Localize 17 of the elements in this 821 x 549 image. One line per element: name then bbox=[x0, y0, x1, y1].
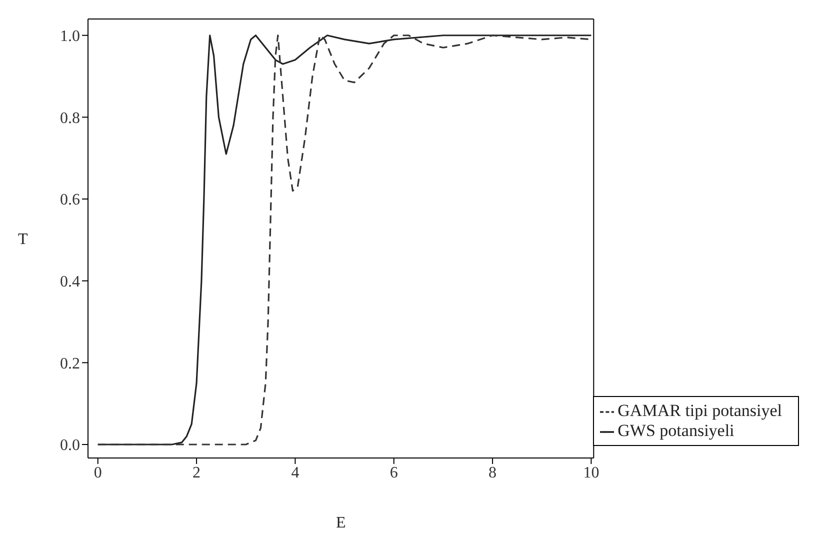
x-tick-label: 4 bbox=[291, 464, 300, 482]
legend-label: GAMAR tipi potansiyel bbox=[618, 401, 782, 420]
y-tick-label: 1.0 bbox=[60, 28, 80, 46]
x-tick-label: 2 bbox=[192, 464, 201, 482]
legend-label: GWS potansiyeli bbox=[618, 421, 734, 440]
x-tick-label: 10 bbox=[583, 464, 600, 482]
y-tick-label: 0.4 bbox=[60, 274, 80, 291]
y-tick-label: 0.6 bbox=[60, 192, 80, 209]
x-axis-title: E bbox=[336, 514, 346, 532]
y-tick-label: 0.8 bbox=[60, 110, 80, 127]
x-tick-label: 6 bbox=[390, 464, 398, 482]
y-tick-label: 0.0 bbox=[60, 437, 80, 454]
line-series bbox=[97, 34, 592, 446]
y-tick-label: 0.2 bbox=[60, 355, 80, 372]
y-axis-title: T bbox=[18, 231, 28, 248]
x-tick-label: 0 bbox=[94, 464, 102, 482]
x-tick-label: 8 bbox=[488, 464, 497, 482]
